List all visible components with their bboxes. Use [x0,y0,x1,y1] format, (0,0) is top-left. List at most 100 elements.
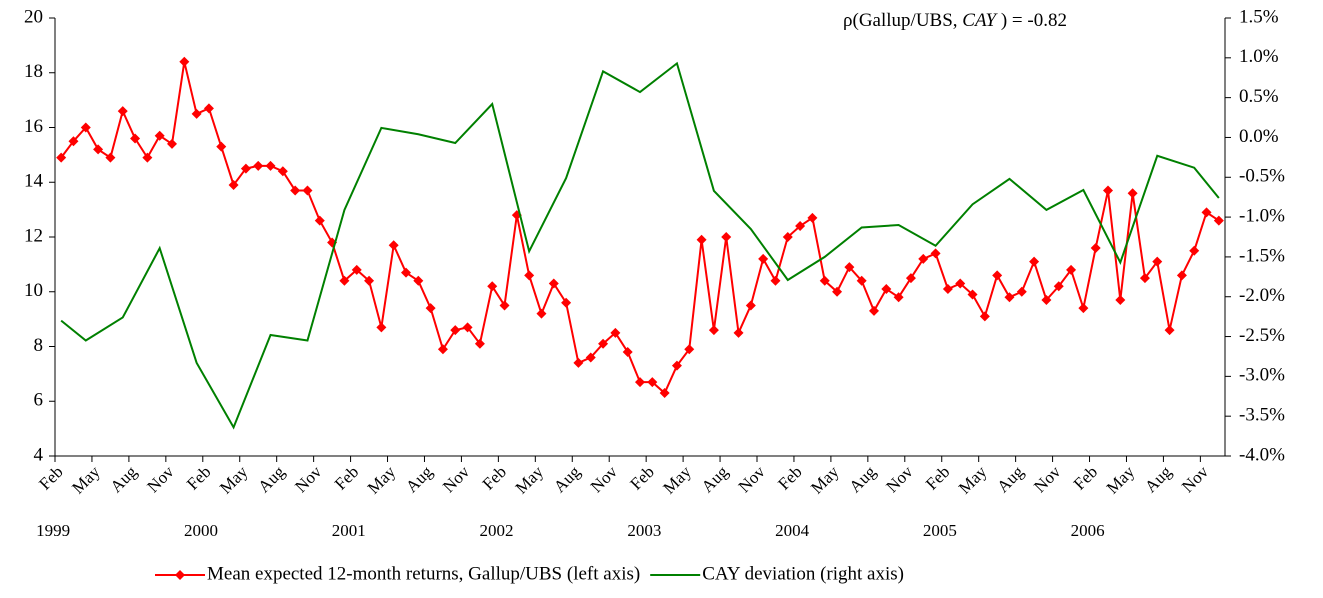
x-year-label: 2004 [775,521,810,540]
annotation-italic: CAY [962,10,998,31]
x-tick-label: May [68,462,104,498]
point-marker [1201,207,1212,218]
point-marker [80,122,91,133]
series-line [60,61,1220,395]
point-marker [167,138,177,149]
x-tick-label: May [659,462,695,498]
y2-tick-label: -0.5% [1239,166,1285,187]
y-tick-label: 14 [24,171,44,192]
point-marker [179,56,190,67]
point-marker [856,275,867,286]
point-marker [610,327,621,338]
point-marker [1213,215,1224,226]
point-marker [684,344,695,355]
point-marker [881,284,892,295]
x-tick-label: May [512,462,548,498]
point-marker [795,221,806,232]
point-marker [339,275,350,286]
x-tick-label: Aug [698,462,732,496]
x-year-label: 2005 [923,521,957,540]
point-marker [1103,185,1113,196]
point-marker [536,308,547,319]
point-marker [474,338,485,349]
point-marker [524,270,535,281]
point-marker [1041,294,1052,305]
point-marker [351,264,362,275]
point-marker [302,185,313,196]
x-tick-label: Aug [1141,462,1175,496]
point-marker [832,286,843,297]
x-tick-label: Nov [143,462,177,496]
x-tick-label: Feb [774,462,805,493]
point-marker [364,275,375,286]
y-tick-label: 12 [24,225,43,246]
x-tick-label: Nov [882,462,916,496]
point-marker [930,248,941,259]
x-tick-label: Feb [331,462,362,493]
legend-marker [175,570,185,580]
point-marker [659,388,670,399]
point-marker [413,275,424,286]
y2-tick-label: 1.0% [1239,46,1279,67]
point-marker [721,232,732,242]
x-tick-label: May [216,462,252,498]
point-marker [499,300,510,311]
point-marker [598,338,609,349]
x-tick-label: Aug [845,462,879,496]
y-tick-label: 4 [34,444,44,465]
point-marker [1127,188,1138,199]
point-marker [1176,270,1187,281]
y2-tick-label: -2.5% [1239,325,1285,346]
point-marker [1004,292,1015,303]
x-tick-label: Nov [1030,462,1064,496]
point-marker [819,275,830,286]
point-marker [437,344,448,355]
x-year-label: 2000 [184,521,218,540]
point-marker [450,325,461,336]
legend-label: Mean expected 12-month returns, Gallup/U… [207,563,640,584]
x-tick-label: Feb [922,462,953,493]
point-marker [240,163,251,174]
x-tick-label: Feb [35,462,66,493]
point-marker [68,136,79,147]
annotation-text: ρ(Gallup/UBS, [843,10,962,31]
x-tick-label: Aug [993,462,1027,496]
x-tick-label: Aug [107,462,141,496]
point-marker [1139,273,1150,284]
point-marker [585,352,596,363]
x-year-label: 2002 [480,521,514,540]
x-tick-label: Feb [479,462,510,493]
y-tick-label: 18 [24,61,43,82]
point-marker [869,305,879,316]
point-marker [647,377,658,388]
x-tick-label: May [364,462,400,498]
point-marker [1016,286,1027,297]
point-marker [130,133,141,144]
x-tick-label: Nov [439,462,473,496]
x-tick-label: Feb [626,462,657,493]
point-marker [93,144,104,155]
x-tick-label: Aug [254,462,288,496]
point-marker [228,179,239,190]
y-tick-label: 10 [24,280,43,301]
point-marker [708,325,719,336]
y2-tick-label: -3.5% [1239,405,1285,426]
point-marker [745,300,756,311]
point-marker [671,360,682,371]
point-marker [117,106,128,117]
point-marker [979,311,990,322]
point-marker [425,303,436,314]
legend-label: CAY deviation (right axis) [702,563,904,584]
point-marker [573,357,584,368]
y2-tick-label: 1.5% [1239,6,1279,27]
point-marker [1152,256,1163,267]
x-year-label: 2003 [627,521,661,540]
point-marker [955,278,966,289]
point-marker [561,297,572,308]
point-marker [696,234,707,245]
y2-tick-label: -2.0% [1239,285,1285,306]
x-year-label: 1999 [36,521,70,540]
y-tick-label: 16 [24,116,43,137]
point-marker [942,284,953,295]
x-tick-label: Nov [735,462,769,496]
